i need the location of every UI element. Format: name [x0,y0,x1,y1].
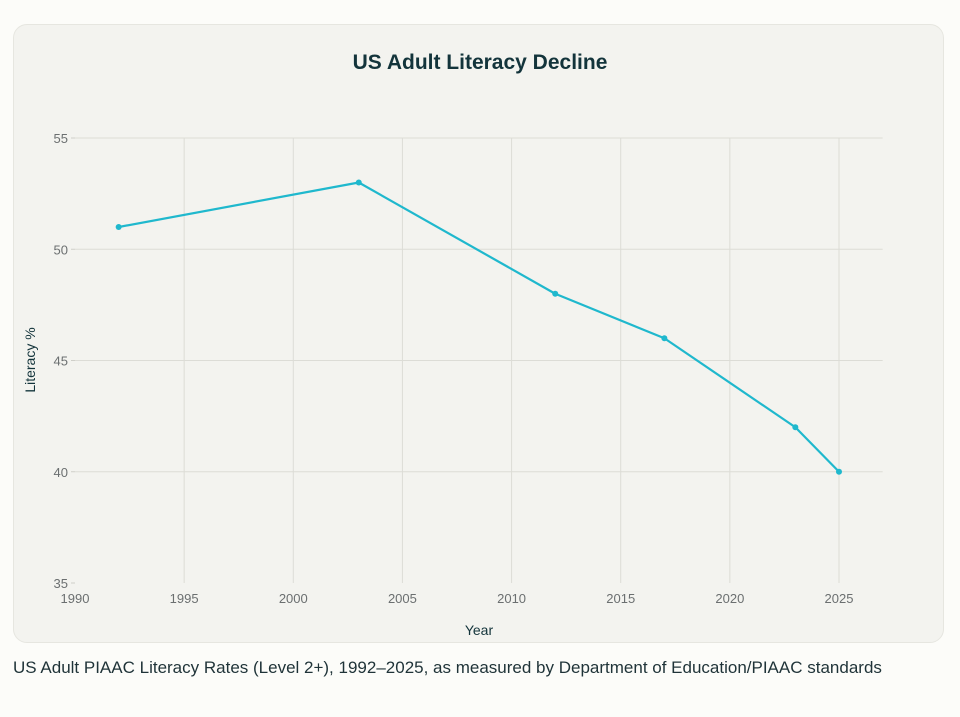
y-tick-label: 50 [54,242,68,257]
data-point [661,335,668,342]
chart-caption: US Adult PIAAC Literacy Rates (Level 2+)… [13,658,882,677]
data-point [115,224,122,230]
x-tick-label: 2000 [279,591,308,606]
y-tick-label: 35 [54,576,68,591]
y-tick-label: 45 [54,354,68,369]
y-tick-label: 40 [54,465,68,480]
data-point [355,179,362,186]
series-line [118,181,840,473]
x-tick-label: 2020 [715,591,744,606]
x-tick-label: 2015 [606,591,635,606]
x-axis-label: Year [465,622,494,638]
chart-title: US Adult Literacy Decline [353,51,608,74]
data-point [836,468,842,475]
y-tick-label: 55 [54,131,68,146]
chart-card [13,24,944,643]
x-tick-label: 2005 [388,591,417,606]
x-tick-label: 2010 [497,591,526,606]
x-tick-label: 1995 [170,591,199,606]
y-axis-label: Literacy % [22,327,38,392]
data-point [792,424,799,431]
x-tick-label: 1990 [61,591,90,606]
x-tick-label: 2025 [825,591,854,606]
data-point [552,290,559,297]
